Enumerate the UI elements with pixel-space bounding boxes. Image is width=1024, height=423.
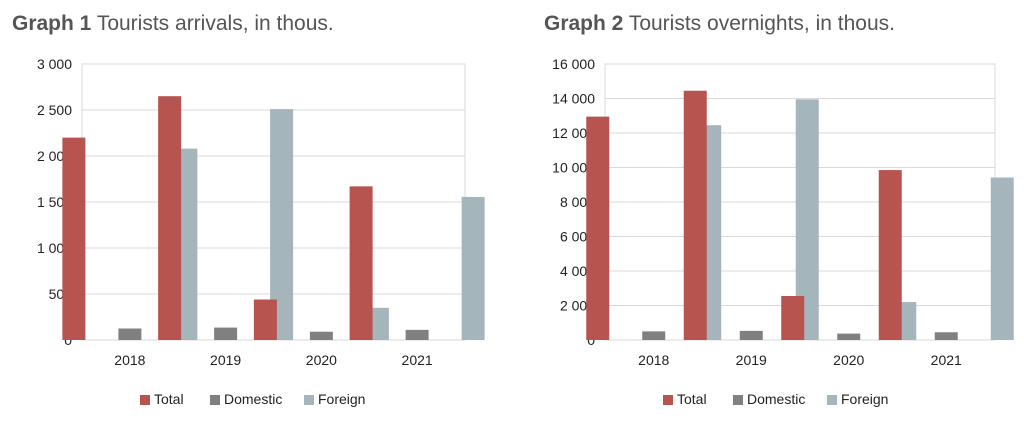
bar-foreign	[795, 99, 819, 340]
bar-total	[253, 299, 277, 340]
legend-label: Domestic	[224, 391, 282, 407]
y-tick-label: 14 000	[552, 91, 595, 107]
bar-total	[878, 170, 902, 340]
y-tick-label: 12 000	[552, 125, 595, 141]
bar-foreign	[270, 109, 294, 340]
legend-swatch	[304, 395, 314, 405]
x-tick-label: 2019	[736, 352, 767, 368]
y-tick-label: 3 000	[37, 56, 72, 72]
legend-label: Total	[677, 391, 707, 407]
legend-label: Total	[154, 391, 184, 407]
y-tick-label: 10 000	[552, 160, 595, 176]
chart-title-label: Graph 2	[544, 12, 624, 35]
bar-total	[683, 90, 707, 340]
bar-total	[781, 296, 805, 340]
chart-title: Graph 1 Tourists arrivals, in thous.	[12, 12, 334, 36]
x-tick-label: 2021	[931, 352, 962, 368]
x-tick-label: 2021	[402, 352, 433, 368]
chart-tourist-overnights: Graph 2 Tourists overnights, in thous. 0…	[532, 0, 1024, 423]
legend-label: Foreign	[318, 391, 365, 407]
x-tick-label: 2020	[833, 352, 864, 368]
x-tick-label: 2018	[638, 352, 669, 368]
bar-total	[586, 116, 610, 340]
bar-domestic	[118, 328, 142, 340]
bar-foreign	[461, 196, 485, 340]
legend-swatch	[210, 395, 220, 405]
x-tick-label: 2019	[210, 352, 241, 368]
chart-title: Graph 2 Tourists overnights, in thous.	[544, 12, 895, 36]
y-tick-label: 16 000	[552, 56, 595, 72]
chart-title-text: Tourists overnights, in thous.	[628, 12, 895, 35]
x-tick-label: 2018	[114, 352, 145, 368]
bar-domestic	[642, 331, 666, 340]
bar-domestic	[934, 332, 958, 340]
legend-swatch	[663, 395, 673, 405]
legend-swatch	[733, 395, 743, 405]
legend-swatch	[140, 395, 150, 405]
legend-swatch	[827, 395, 837, 405]
bar-total	[349, 186, 373, 340]
legend-label: Foreign	[841, 391, 888, 407]
bar-total	[158, 96, 182, 340]
bar-foreign	[990, 177, 1014, 340]
bar-domestic	[214, 327, 238, 340]
chart-title-label: Graph 1	[12, 12, 92, 35]
bar-domestic	[739, 330, 763, 340]
bar-domestic	[405, 329, 429, 340]
chart-tourist-arrivals: Graph 1 Tourists arrivals, in thous. 050…	[12, 12, 485, 407]
legend-label: Domestic	[747, 391, 805, 407]
bar-domestic	[309, 331, 333, 340]
chart-title-text: Tourists arrivals, in thous.	[96, 12, 334, 35]
y-tick-label: 2 500	[37, 102, 72, 118]
bar-domestic	[837, 333, 861, 340]
bar-total	[62, 137, 86, 340]
x-tick-label: 2020	[306, 352, 337, 368]
